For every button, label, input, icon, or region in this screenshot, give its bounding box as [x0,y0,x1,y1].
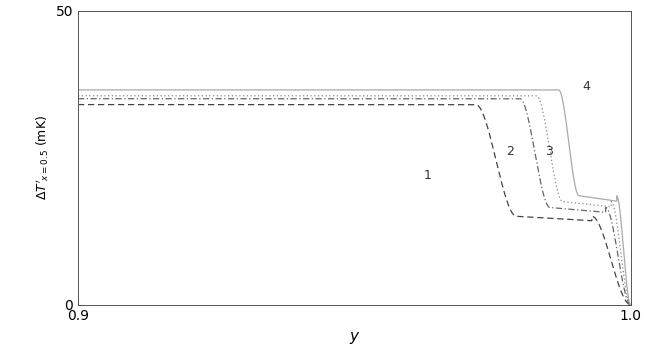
Y-axis label: $\Delta T'_{x=0.5}$ (mK): $\Delta T'_{x=0.5}$ (mK) [35,115,51,200]
Text: 1: 1 [423,169,431,182]
Text: 4: 4 [582,80,590,93]
X-axis label: y: y [350,329,359,344]
Text: 2: 2 [506,145,514,158]
Text: 3: 3 [545,145,552,158]
